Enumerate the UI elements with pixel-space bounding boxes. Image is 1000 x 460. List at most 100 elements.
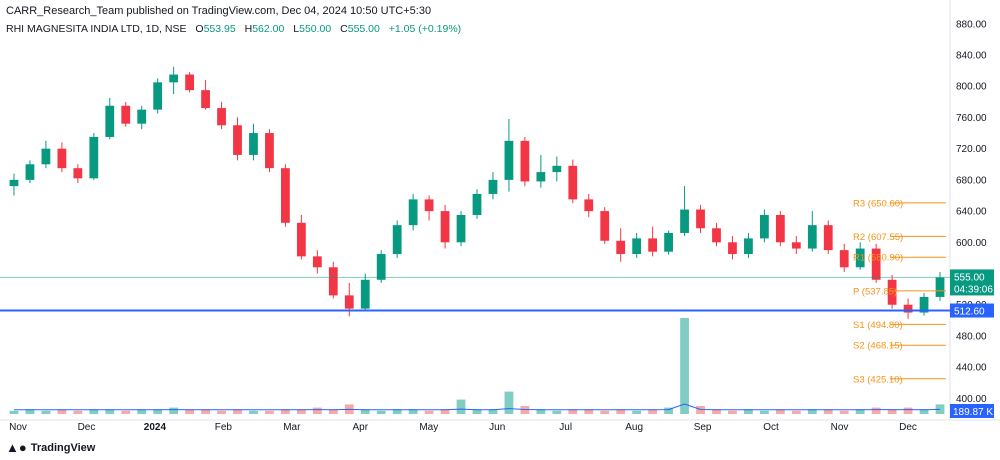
volume-bar — [41, 410, 51, 414]
volume-bar — [775, 409, 785, 414]
volume-bar — [456, 399, 466, 414]
candle — [201, 90, 210, 109]
symbol-legend[interactable]: RHI MAGNESITA INDIA LTD, 1D, NSE O553.95… — [6, 23, 461, 35]
volume-bar — [376, 410, 386, 414]
candle — [265, 133, 274, 169]
x-tick-label: Jun — [489, 422, 505, 433]
volume-bar — [296, 409, 306, 414]
volume-tag-label: 189.87 K — [953, 407, 993, 418]
candle — [25, 164, 35, 180]
candle — [759, 215, 769, 239]
y-tick-label: 680.00 — [956, 175, 987, 186]
volume-bar — [153, 409, 163, 414]
candle — [41, 148, 51, 165]
publish-line: CARR_Research_Team published on TradingV… — [6, 5, 432, 17]
volume-bar — [504, 391, 514, 414]
candle — [408, 199, 418, 226]
volume-bar — [25, 409, 35, 414]
volume-bar — [408, 409, 418, 414]
volume-bar — [328, 409, 338, 414]
x-tick-label: Dec — [78, 422, 96, 433]
candle — [153, 82, 163, 110]
candle — [296, 222, 306, 257]
tradingview-logo-icon: ▲● — [6, 440, 27, 455]
x-tick-label: Mar — [283, 422, 301, 433]
candle — [89, 136, 99, 179]
x-tick-label: May — [419, 422, 438, 433]
volume-bar — [648, 409, 658, 414]
low-label: L — [293, 23, 300, 35]
volume-bar — [9, 410, 19, 414]
volume-bar — [536, 409, 546, 414]
y-tick-label: 600.00 — [956, 238, 987, 249]
x-tick-label: Sep — [694, 422, 712, 433]
volume-bar — [855, 409, 865, 414]
x-tick-label: Feb — [215, 422, 233, 433]
volume-bar — [89, 409, 99, 414]
candle — [855, 248, 865, 268]
volume-bar — [616, 409, 626, 414]
pivot-label-r3: R3 (650.60) — [853, 198, 903, 209]
volume-bar — [584, 409, 594, 414]
volume-bar — [217, 410, 226, 414]
x-tick-label: Aug — [625, 422, 643, 433]
high-value: 562.00 — [252, 23, 285, 35]
volume-bar — [919, 409, 929, 414]
open-label: O — [195, 23, 204, 35]
last-price-tag — [950, 269, 994, 296]
candle — [520, 140, 530, 182]
y-tick-label: 440.00 — [956, 363, 987, 374]
candle — [392, 225, 402, 255]
candle — [169, 74, 179, 83]
candle — [9, 179, 19, 187]
candle — [775, 215, 785, 243]
volume-bar — [839, 410, 849, 414]
symbol-name: RHI MAGNESITA INDIA LTD, 1D, NSE — [6, 23, 187, 35]
x-tick-label: Jul — [559, 422, 572, 433]
candle — [696, 209, 705, 229]
volume-bar — [440, 409, 450, 414]
candle — [552, 165, 562, 173]
volume-bar — [73, 410, 83, 414]
volume-bar — [360, 409, 370, 414]
volume-bar — [903, 407, 913, 414]
candle — [823, 225, 833, 251]
x-tick-label: Oct — [763, 422, 779, 433]
volume-bar — [281, 409, 290, 414]
y-tick-label: 880.00 — [956, 19, 987, 30]
candle — [584, 199, 594, 212]
pivot-label-r2: R2 (607.55) — [853, 232, 903, 243]
pivot-label-r1: R1 (580.90) — [853, 253, 903, 264]
y-tick-label: 760.00 — [956, 113, 987, 124]
volume-ma-line — [13, 403, 941, 411]
volume-bar — [233, 409, 242, 414]
high-label: H — [244, 23, 253, 35]
volume-bar — [424, 410, 434, 414]
volume-bar — [871, 407, 881, 414]
candle — [744, 238, 753, 255]
volume-bar — [392, 409, 402, 414]
candle — [791, 242, 801, 249]
tradingview-logo[interactable]: ▲● TradingView — [6, 440, 95, 455]
candle — [728, 242, 737, 255]
y-tick-label: 640.00 — [956, 207, 987, 218]
volume-bar — [169, 407, 179, 414]
candle — [887, 279, 897, 305]
candle — [616, 240, 626, 255]
volume-bar — [600, 410, 610, 414]
candle — [935, 277, 945, 297]
volume-bar — [568, 409, 578, 414]
candle — [57, 148, 67, 169]
volume-bar — [105, 409, 115, 414]
candle — [137, 109, 147, 124]
candle — [488, 179, 498, 194]
pivot-label-s1: S1 (494.80) — [853, 320, 903, 331]
close-value: 555.00 — [347, 23, 380, 35]
volume-bar — [632, 410, 642, 414]
y-tick-label: 840.00 — [956, 51, 987, 62]
volume-bar — [249, 410, 258, 414]
y-tick-label: 800.00 — [956, 82, 987, 93]
tradingview-logo-text: TradingView — [30, 441, 96, 454]
candle — [680, 209, 689, 233]
